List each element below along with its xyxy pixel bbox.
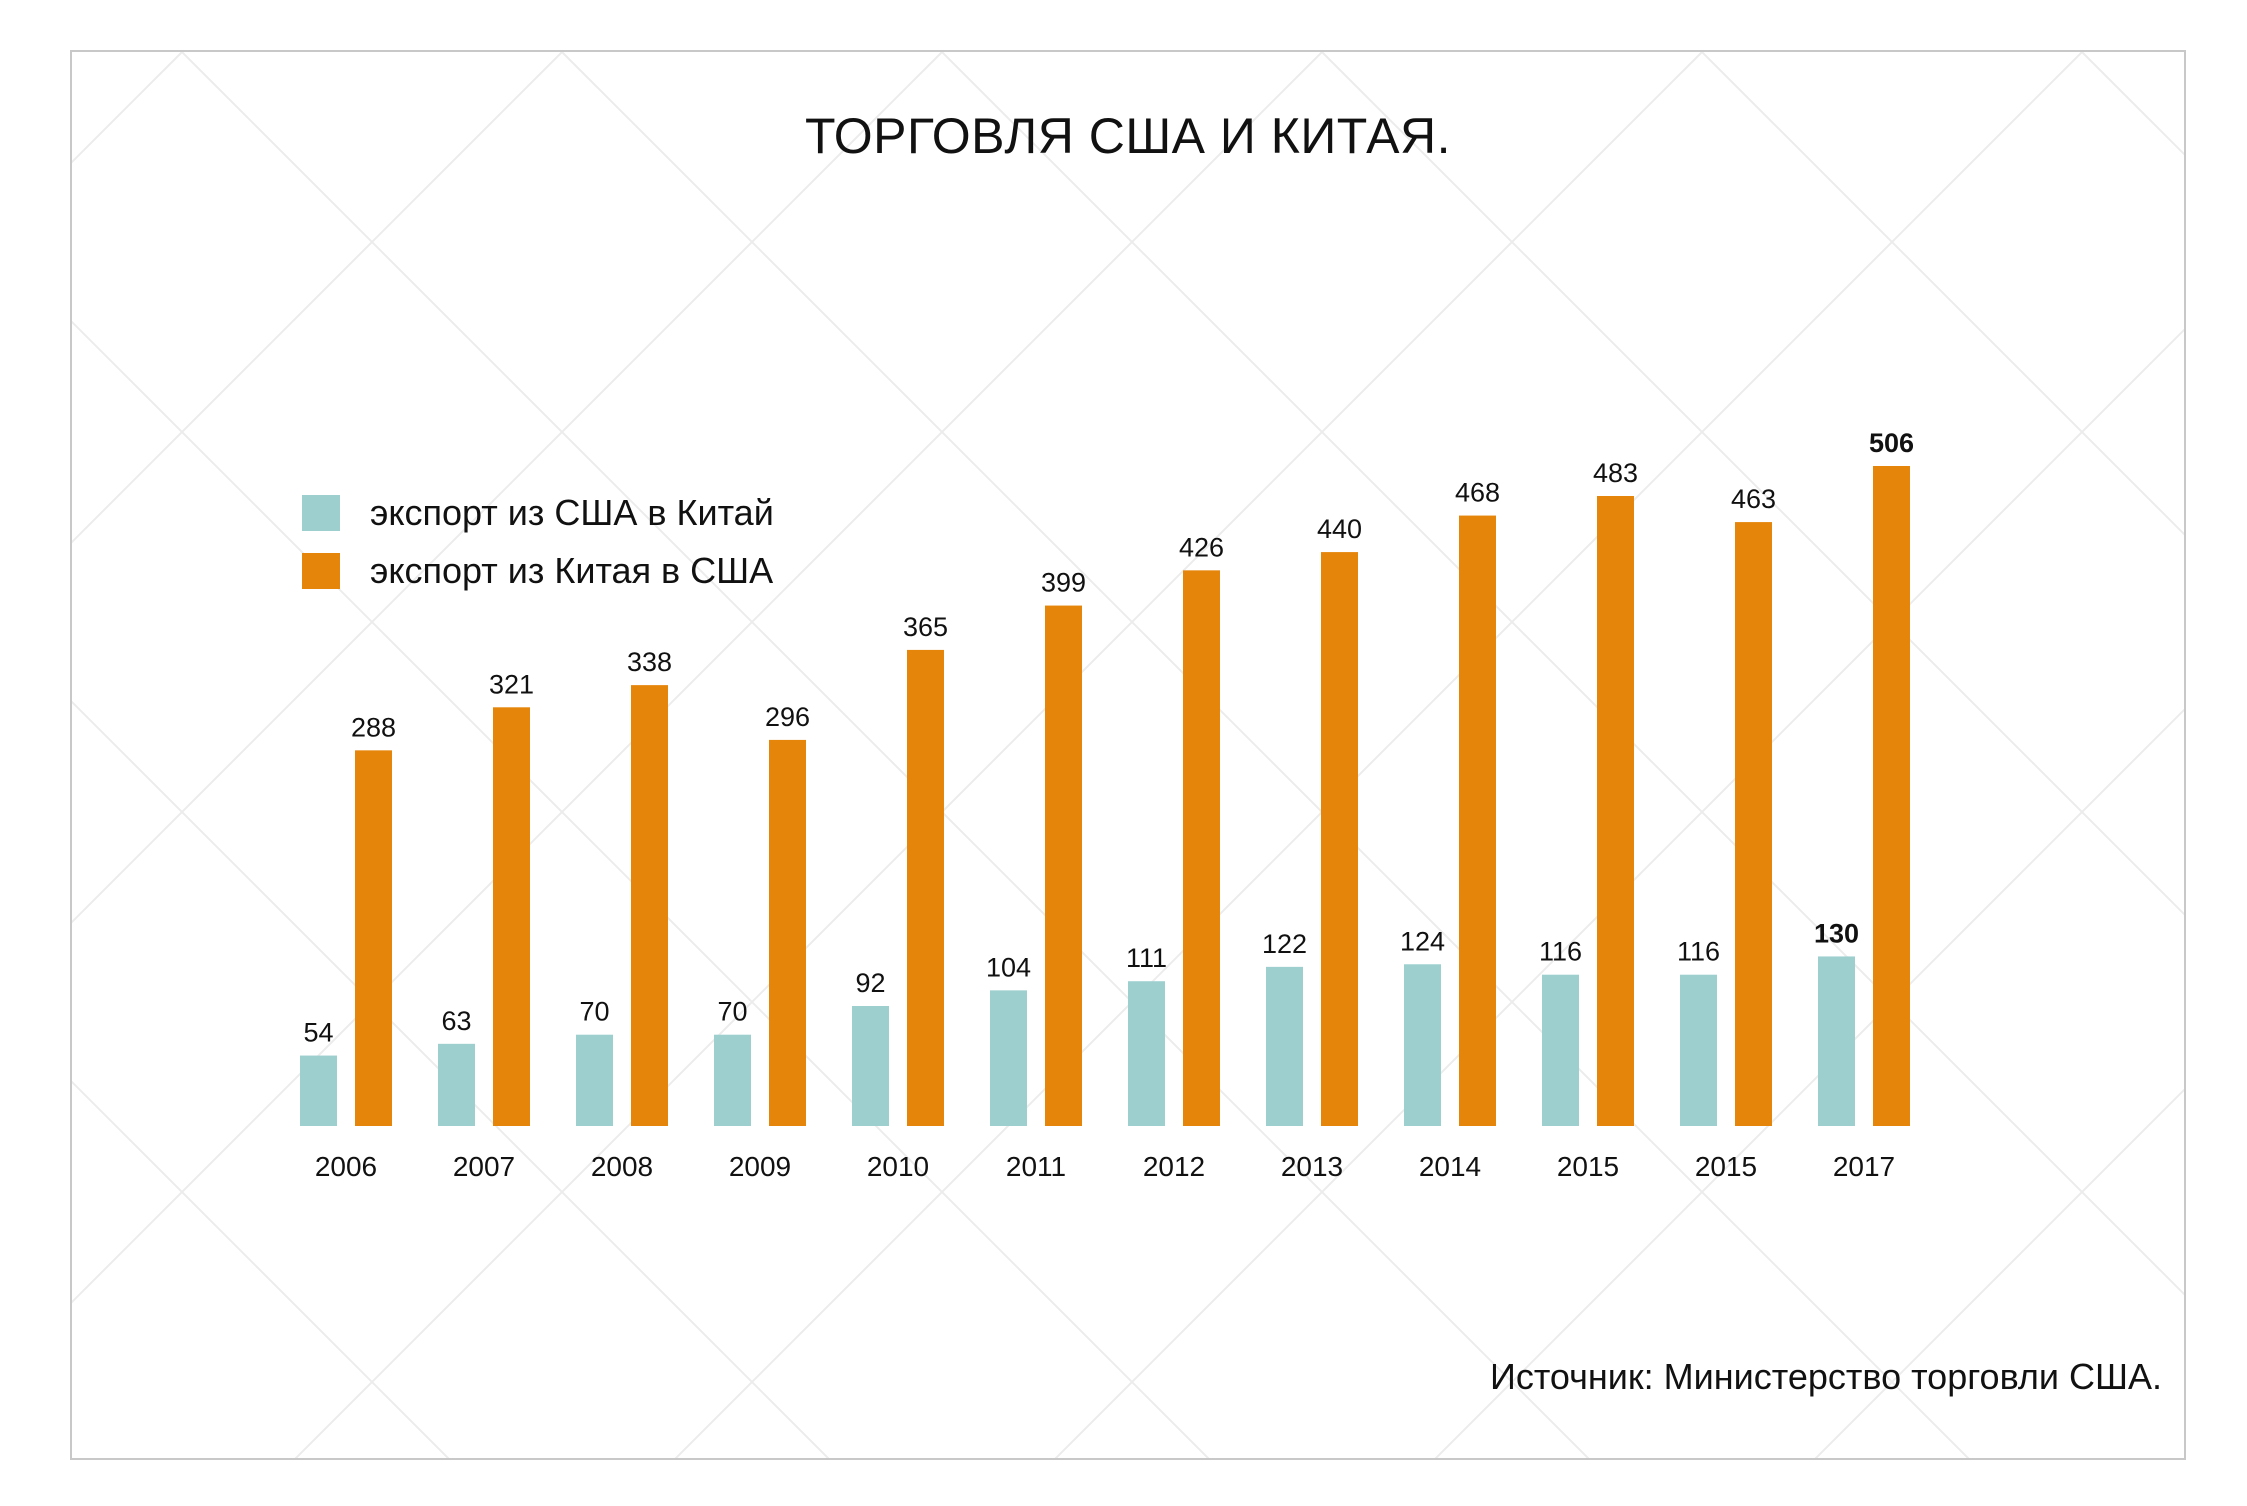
- data-label-china-exports: 365: [903, 612, 948, 642]
- data-label-us-exports: 70: [717, 997, 747, 1027]
- bar-china-exports: [1321, 552, 1358, 1126]
- legend-label-china-exports: экспорт из Китая в США: [370, 550, 774, 591]
- data-label-us-exports: 70: [579, 997, 609, 1027]
- x-tick-label: 2012: [1143, 1151, 1205, 1182]
- bar-china-exports: [355, 750, 392, 1126]
- watermark-line: [561, 52, 1970, 1458]
- legend-label-us-exports: экспорт из США в Китай: [370, 492, 774, 533]
- x-tick-label: 2010: [867, 1151, 929, 1182]
- data-label-us-exports: 63: [441, 1006, 471, 1036]
- bar-china-exports: [1597, 496, 1634, 1126]
- data-label-china-exports: 440: [1317, 514, 1362, 544]
- chart-title: ТОРГОВЛЯ США И КИТАЯ.: [804, 108, 1452, 164]
- watermark-line: [72, 52, 563, 544]
- bar-china-exports: [1459, 515, 1496, 1126]
- legend-swatch-china-exports: [302, 553, 340, 589]
- data-label-us-exports: 124: [1400, 926, 1445, 956]
- watermark-line: [72, 1080, 450, 1458]
- bar-us-exports: [852, 1006, 889, 1126]
- x-tick-label: 2011: [1006, 1151, 1066, 1182]
- bar-china-exports: [1183, 570, 1220, 1126]
- data-label-china-exports: 288: [351, 712, 396, 742]
- legend-swatch-us-exports: [302, 495, 340, 531]
- watermark-line: [941, 52, 2184, 1296]
- data-label-china-exports: 296: [765, 702, 810, 732]
- x-tick-label: 2017: [1833, 1151, 1895, 1182]
- watermark-line: [1434, 708, 2184, 1458]
- watermark-line: [72, 700, 830, 1458]
- bar-china-exports: [1873, 466, 1910, 1126]
- x-tick-label: 2006: [315, 1151, 377, 1182]
- chart-frame: ТОРГОВЛЯ США И КИТАЯ. экспорт из США в К…: [70, 50, 2186, 1460]
- watermark-line: [674, 52, 2083, 1458]
- data-label-us-exports: 116: [1677, 937, 1720, 967]
- bar-china-exports: [631, 685, 668, 1126]
- bar-china-exports: [769, 739, 806, 1126]
- bar-us-exports: [300, 1055, 337, 1126]
- bar-china-exports: [907, 649, 944, 1126]
- x-tick-label: 2015: [1695, 1151, 1757, 1182]
- data-label-us-exports: 54: [303, 1018, 333, 1048]
- data-label-china-exports: 338: [627, 647, 672, 677]
- data-label-china-exports: 399: [1041, 568, 1086, 598]
- bar-us-exports: [576, 1034, 613, 1126]
- data-label-china-exports: 321: [489, 669, 534, 699]
- data-label-us-exports: 111: [1126, 943, 1167, 973]
- watermark-line: [294, 52, 1703, 1458]
- watermark-line: [1321, 52, 2184, 916]
- data-label-us-exports: 104: [986, 952, 1031, 982]
- data-label-china-exports: 483: [1593, 458, 1638, 488]
- bar-us-exports: [1818, 956, 1855, 1126]
- bar-chart: 54 288 2006 63 321 2007 70 338 2008 70 296 2009 92 36…: [300, 428, 1914, 1182]
- data-label-us-exports: 116: [1539, 937, 1582, 967]
- source-note: Источник: Министерство торговли США.: [1489, 1356, 2162, 1397]
- data-label-us-exports: 130: [1814, 918, 1859, 948]
- data-label-us-exports: 122: [1262, 929, 1307, 959]
- watermark-line: [181, 52, 1590, 1458]
- watermark-line: [1814, 1088, 2184, 1458]
- data-label-china-exports: 426: [1179, 532, 1224, 562]
- x-tick-label: 2008: [591, 1151, 653, 1182]
- legend-item-china-exports: экспорт из Китая в США: [302, 542, 774, 600]
- bar-china-exports: [493, 707, 530, 1126]
- bar-us-exports: [1680, 974, 1717, 1126]
- legend-item-us-exports: экспорт из США в Китай: [302, 484, 774, 542]
- bar-china-exports: [1045, 605, 1082, 1126]
- watermark-line: [72, 52, 1323, 1304]
- x-tick-label: 2009: [729, 1151, 791, 1182]
- watermark-line: [1701, 52, 2184, 536]
- data-label-us-exports: 92: [855, 968, 885, 998]
- bar-us-exports: [1404, 964, 1441, 1126]
- data-label-china-exports: 506: [1869, 428, 1914, 458]
- bar-us-exports: [990, 990, 1027, 1126]
- bar-us-exports: [1266, 966, 1303, 1126]
- x-tick-label: 2015: [1557, 1151, 1619, 1182]
- watermark-line: [72, 52, 943, 924]
- bar-us-exports: [1542, 974, 1579, 1126]
- data-label-china-exports: 468: [1455, 478, 1500, 508]
- data-label-china-exports: 463: [1731, 484, 1776, 514]
- x-tick-label: 2013: [1281, 1151, 1343, 1182]
- x-tick-label: 2007: [453, 1151, 515, 1182]
- x-tick-label: 2014: [1419, 1151, 1481, 1182]
- bar-china-exports: [1735, 522, 1772, 1126]
- bar-us-exports: [438, 1043, 475, 1126]
- legend: экспорт из США в Китай экспорт из Китая …: [302, 484, 774, 600]
- bar-us-exports: [714, 1034, 751, 1126]
- bar-us-exports: [1128, 981, 1165, 1126]
